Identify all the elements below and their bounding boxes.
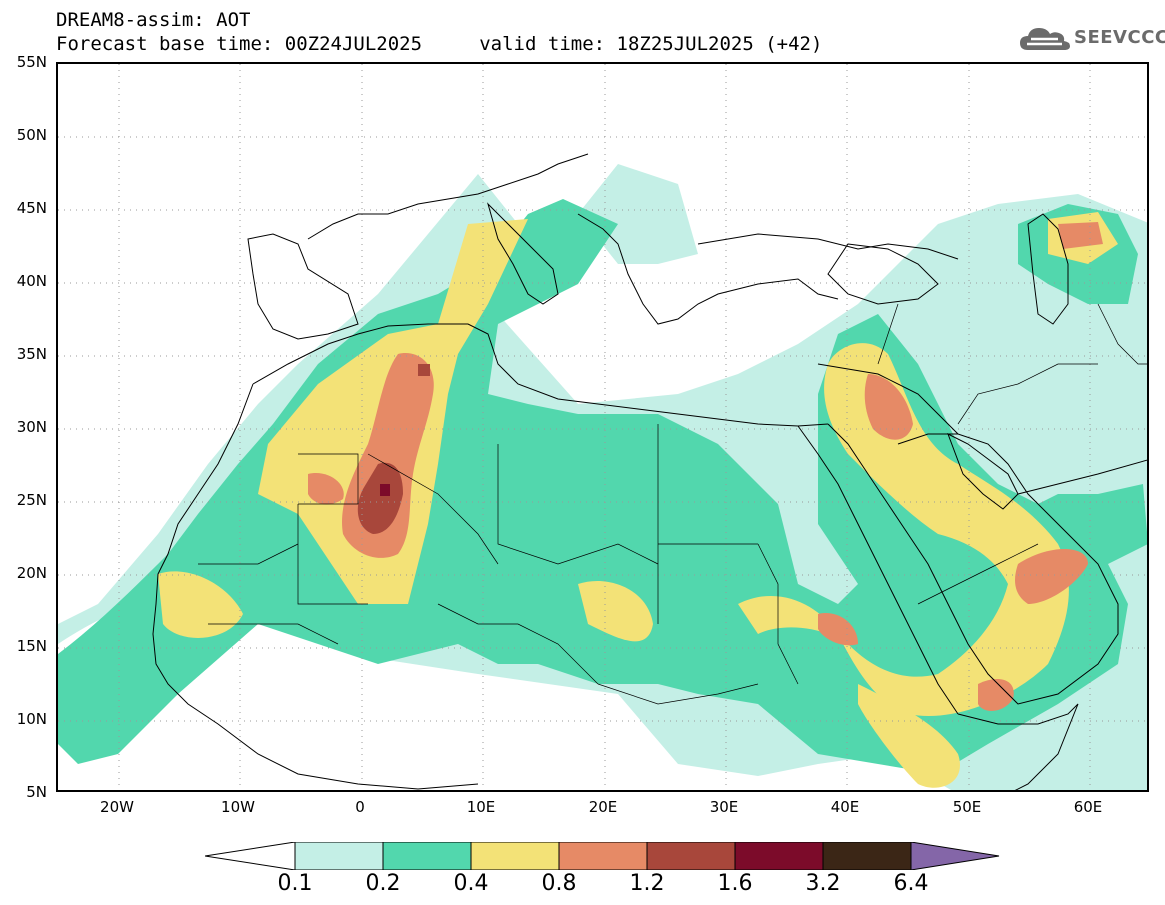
- lat-label-20n: 20N: [16, 564, 47, 582]
- grid-lines: [58, 64, 1147, 790]
- lon-label-20w: 20W: [100, 798, 134, 816]
- lat-label-5n: 5N: [26, 783, 47, 801]
- lat-label-55n: 55N: [16, 53, 47, 71]
- map-canvas: [58, 64, 1147, 790]
- colorbar-high-arrow: [910, 842, 1000, 870]
- lat-label-10n: 10N: [16, 710, 47, 728]
- aot-field: [58, 164, 1147, 790]
- lon-label-40e: 40E: [830, 798, 860, 816]
- colorbar-label-0.1: 0.1: [277, 871, 313, 896]
- lon-label-0: 0: [355, 798, 365, 816]
- colorbar-bin-0.1: [294, 842, 384, 870]
- lon-label-20e: 20E: [588, 798, 618, 816]
- lat-label-15n: 15N: [16, 637, 47, 655]
- colorbar: [205, 842, 1000, 870]
- lat-label-35n: 35N: [16, 345, 47, 363]
- colorbar-bin-0.4: [470, 842, 560, 870]
- lat-label-45n: 45N: [16, 199, 47, 217]
- coastlines: [152, 153, 1147, 790]
- colorbar-bin-3.2: [822, 842, 912, 870]
- lon-label-50e: 50E: [952, 798, 982, 816]
- colorbar-label-6.4: 6.4: [893, 871, 929, 896]
- forecast-time-line: Forecast base time: 00Z24JUL2025 valid t…: [56, 33, 823, 55]
- colorbar-bin-1.2: [646, 842, 736, 870]
- lat-label-25n: 25N: [16, 491, 47, 509]
- lat-label-30n: 30N: [16, 418, 47, 436]
- colorbar-low-arrow: [205, 842, 296, 870]
- lat-label-50n: 50N: [16, 126, 47, 144]
- colorbar-label-0.4: 0.4: [453, 871, 489, 896]
- lon-label-10w: 10W: [221, 798, 255, 816]
- colorbar-label-0.8: 0.8: [541, 871, 577, 896]
- lon-label-10e: 10E: [466, 798, 496, 816]
- lon-label-60e: 60E: [1073, 798, 1103, 816]
- colorbar-bin-0.8: [558, 842, 648, 870]
- lon-label-30e: 30E: [709, 798, 739, 816]
- logo-text: SEEVCCC: [1074, 27, 1165, 48]
- colorbar-label-3.2: 3.2: [805, 871, 841, 896]
- chart-title: DREAM8-assim: AOT: [56, 9, 251, 31]
- seevccc-logo: SEEVCCC: [1018, 22, 1165, 58]
- country-borders: [198, 303, 1147, 705]
- colorbar-label-0.2: 0.2: [365, 871, 401, 896]
- colorbar-label-1.2: 1.2: [629, 871, 665, 896]
- lat-label-40n: 40N: [16, 272, 47, 290]
- colorbar-bin-1.6: [734, 842, 824, 870]
- colorbar-label-1.6: 1.6: [717, 871, 753, 896]
- cloud-icon: [1020, 28, 1070, 50]
- colorbar-bin-0.2: [382, 842, 472, 870]
- aot-map: [56, 62, 1149, 792]
